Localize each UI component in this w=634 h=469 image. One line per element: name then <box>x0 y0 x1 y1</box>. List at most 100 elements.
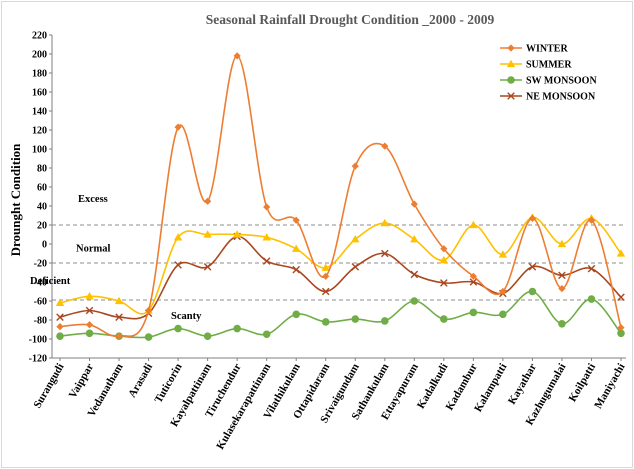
x-tick-label: Arasadi <box>126 362 155 400</box>
y-tick-label: 200 <box>32 50 47 61</box>
point-summer <box>321 263 330 271</box>
point-sw-monsoon <box>587 295 596 303</box>
x-tick-label: Koilpatti <box>567 362 598 405</box>
point-sw-monsoon <box>174 324 182 333</box>
point-sw-monsoon <box>144 333 153 341</box>
point-ne-monsoon <box>587 264 596 273</box>
point-sw-monsoon <box>558 320 566 328</box>
point-ne-monsoon <box>85 306 94 315</box>
x-tick-label: Kulasekarapattinam <box>214 362 273 452</box>
legend-label: WINTER <box>526 44 568 55</box>
point-ne-monsoon <box>528 263 537 271</box>
point-summer <box>557 239 567 248</box>
point-winter <box>440 245 448 253</box>
legend-marker <box>507 92 515 100</box>
y-tick-label: 40 <box>37 202 47 213</box>
point-summer <box>380 218 389 227</box>
point-winter <box>410 200 418 208</box>
point-winter <box>115 332 123 340</box>
point-winter <box>558 285 566 293</box>
zone-label-excess: Excess <box>78 194 108 205</box>
point-winter <box>381 142 389 150</box>
series-line-sw-monsoon <box>59 290 622 339</box>
point-sw-monsoon <box>528 287 537 296</box>
point-sw-monsoon <box>262 330 271 339</box>
point-ne-monsoon <box>410 270 419 279</box>
point-ne-monsoon <box>617 293 625 301</box>
y-axis-label: Drounght Condition <box>8 143 23 257</box>
y-tick-label: 180 <box>32 69 47 80</box>
y-tick-label: 100 <box>32 145 47 156</box>
y-tick-label: -120 <box>29 354 47 365</box>
x-tick-label: Maniyachi <box>592 362 627 411</box>
legend-item-winter: WINTER <box>500 44 568 55</box>
point-summer <box>85 292 94 300</box>
y-tick-label: -60 <box>34 297 47 308</box>
legend-item-sw-monsoon: SW MONSOON <box>500 76 597 87</box>
point-ne-monsoon <box>292 265 301 274</box>
point-ne-monsoon <box>440 279 448 287</box>
point-winter <box>469 272 477 280</box>
point-ne-monsoon <box>115 313 123 321</box>
point-summer <box>439 255 449 264</box>
point-ne-monsoon <box>56 313 64 321</box>
x-tick-label: Surangudi <box>31 362 66 411</box>
point-sw-monsoon <box>233 324 241 333</box>
point-winter <box>56 323 64 331</box>
point-sw-monsoon <box>321 318 330 326</box>
y-tick-label: 160 <box>32 88 47 99</box>
y-tick-label: -80 <box>34 316 47 327</box>
point-summer <box>173 233 183 241</box>
y-tick-label: -100 <box>29 335 47 346</box>
point-summer <box>410 235 419 243</box>
point-sw-monsoon <box>203 332 212 340</box>
y-tick-label: 220 <box>32 31 47 42</box>
legend-item-ne-monsoon: NE MONSOON <box>500 92 596 103</box>
y-tick-label: 60 <box>37 183 47 194</box>
point-summer <box>498 250 508 258</box>
point-winter <box>587 216 596 224</box>
point-ne-monsoon <box>203 263 212 271</box>
point-winter <box>233 52 241 60</box>
x-tick-label: Kayathar <box>506 361 539 406</box>
point-sw-monsoon <box>410 297 419 305</box>
point-winter <box>85 321 94 329</box>
point-summer <box>203 230 212 238</box>
point-sw-monsoon <box>469 308 478 317</box>
point-ne-monsoon <box>351 263 360 271</box>
legend-item-summer: SUMMER <box>500 60 572 71</box>
point-summer <box>469 220 478 229</box>
y-tick-label: 140 <box>32 107 47 118</box>
point-sw-monsoon <box>56 332 64 340</box>
point-ne-monsoon <box>469 278 478 286</box>
point-ne-monsoon <box>262 257 271 265</box>
point-sw-monsoon <box>351 315 360 323</box>
point-winter <box>174 123 182 131</box>
chart-title: Seasonal Rainfall Drought Condition _200… <box>206 12 495 27</box>
zone-label-scanty: Scanty <box>171 311 202 322</box>
point-winter <box>292 216 300 224</box>
y-tick-label: -40 <box>34 278 47 289</box>
legend-marker <box>506 59 516 68</box>
point-summer <box>292 244 301 252</box>
point-summer <box>55 298 65 307</box>
legend-marker <box>507 44 515 52</box>
y-tick-label: 0 <box>42 240 47 251</box>
point-winter <box>263 203 271 211</box>
point-winter <box>351 162 359 170</box>
point-sw-monsoon <box>85 329 94 338</box>
point-sw-monsoon <box>617 329 625 338</box>
point-ne-monsoon <box>174 261 182 269</box>
point-summer <box>262 233 271 241</box>
legend-label: SUMMER <box>526 60 572 71</box>
point-summer <box>114 296 124 305</box>
zone-label-deficient: Deficient <box>30 276 71 287</box>
point-summer <box>232 230 242 238</box>
x-tick-label: Tuticorin <box>153 362 185 406</box>
point-sw-monsoon <box>499 310 507 319</box>
point-ne-monsoon <box>321 287 330 296</box>
point-winter <box>528 214 537 222</box>
x-tick-label: Vaippar <box>67 361 97 400</box>
legend-label: SW MONSOON <box>526 76 597 87</box>
